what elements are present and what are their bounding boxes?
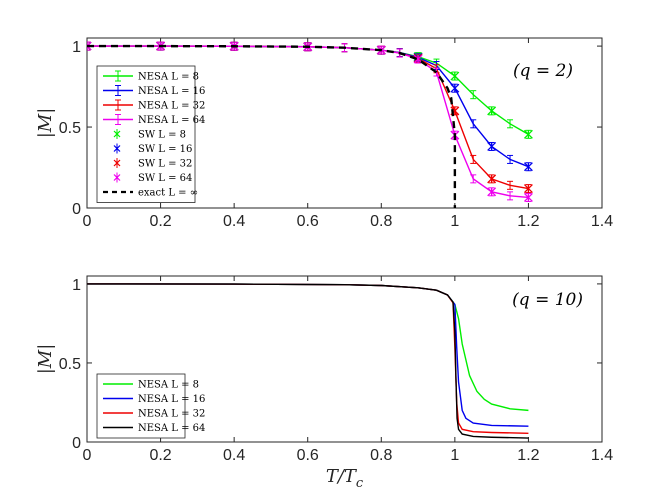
x-tick-label: 0.6	[297, 213, 319, 230]
x-tick-label: 0.4	[223, 213, 245, 230]
legend-label: SW L = 16	[138, 144, 192, 155]
sw-marker	[487, 174, 497, 184]
series-line	[87, 283, 529, 439]
y-axis-label: |M|	[35, 344, 56, 375]
legend-item: exact L = ∞	[103, 188, 198, 199]
x-tick-label: 0.8	[370, 213, 392, 230]
x-tick-label: 0.2	[149, 213, 171, 230]
sw-marker	[413, 54, 423, 64]
x-tick-label: 1	[450, 213, 459, 230]
sw-marker	[450, 71, 460, 81]
legend: NESA L = 8 NESA L = 16 NESA L = 32 NESA L =…	[96, 65, 205, 203]
x-tick-label: 0	[83, 213, 92, 230]
legend-label: SW L = 8	[138, 130, 186, 141]
legend-label: NESA L = 8	[138, 72, 199, 83]
legend-item: NESA L = 8	[103, 380, 199, 391]
sw-marker	[523, 129, 533, 139]
sw-marker	[523, 162, 533, 172]
legend-label: NESA L = 16	[138, 86, 205, 97]
series-group	[87, 41, 533, 208]
legend-label: NESA L = 32	[138, 101, 205, 112]
x-tick-label: 1.4	[591, 213, 613, 230]
sw-marker	[523, 184, 533, 194]
legend-item: NESA L = 32	[103, 99, 205, 112]
sw-marker	[487, 142, 497, 151]
legend-label: NESA L = 32	[138, 409, 205, 420]
panel-annotation: (q = 10)	[512, 290, 583, 310]
legend-item: SW L = 16	[113, 143, 192, 155]
sw-marker	[487, 187, 497, 197]
x-tick-label: 0.8	[370, 447, 392, 464]
legend-label: NESA L = 64	[138, 423, 205, 434]
legend-item: NESA L = 16	[103, 394, 205, 405]
sw-marker	[450, 83, 460, 93]
top-panel: 0 0.2 0.4 0.6 0.8 1 1.2 1.4 0 0.5 1 |M| (q = 2) NESA …	[35, 37, 613, 230]
series-group	[87, 283, 529, 439]
y-tick-label: 1	[72, 39, 81, 56]
legend-item: SW L = 64	[113, 172, 192, 184]
x-tick-label: 0	[83, 447, 92, 464]
legend: NESA L = 8 NESA L = 16 NESA L = 32 NESA L =…	[96, 373, 205, 439]
y-tick-label: 0.5	[59, 120, 81, 137]
y-tick-label: 1	[72, 277, 81, 294]
y-tick-label: 0	[72, 201, 81, 218]
legend-item: NESA L = 32	[103, 409, 205, 420]
series-line	[87, 44, 457, 208]
panel-annotation: (q = 2)	[513, 61, 573, 81]
x-tick-label: 1.2	[517, 213, 539, 230]
legend-item: NESA L = 16	[103, 85, 205, 97]
x-tick-label: 0.4	[223, 447, 245, 464]
bottom-panel: 0 0.2 0.4 0.6 0.8 1 1.2 1.4 0 0.5 1 |M| T/Tc (q = 10)…	[35, 275, 613, 491]
x-tick-label: 1.2	[517, 447, 539, 464]
legend-item: NESA L = 64	[103, 423, 205, 434]
x-tick-label: 1.4	[591, 447, 613, 464]
y-tick-label: 0	[72, 435, 81, 452]
sw-marker	[523, 193, 533, 202]
legend-item: NESA L = 8	[103, 70, 199, 83]
legend-item: SW L = 8	[113, 129, 186, 141]
legend-box	[96, 65, 196, 203]
legend-item: SW L = 32	[113, 158, 192, 170]
x-tick-label: 1	[450, 447, 459, 464]
legend-label: exact L = ∞	[138, 188, 198, 199]
x-axis-label: T/Tc	[326, 466, 364, 491]
legend-label: SW L = 64	[138, 173, 192, 184]
sw-marker	[487, 106, 497, 116]
y-tick-label: 0.5	[59, 356, 81, 373]
legend-item: NESA L = 64	[103, 114, 205, 126]
sw-marker	[87, 41, 92, 51]
legend-label: SW L = 32	[138, 159, 192, 170]
legend-label: NESA L = 64	[138, 115, 205, 126]
x-tick-label: 0.6	[297, 447, 319, 464]
legend-label: NESA L = 16	[138, 394, 205, 405]
x-tick-label: 0.2	[149, 447, 171, 464]
legend-label: NESA L = 8	[138, 380, 199, 391]
y-axis-label: |M|	[35, 108, 56, 139]
